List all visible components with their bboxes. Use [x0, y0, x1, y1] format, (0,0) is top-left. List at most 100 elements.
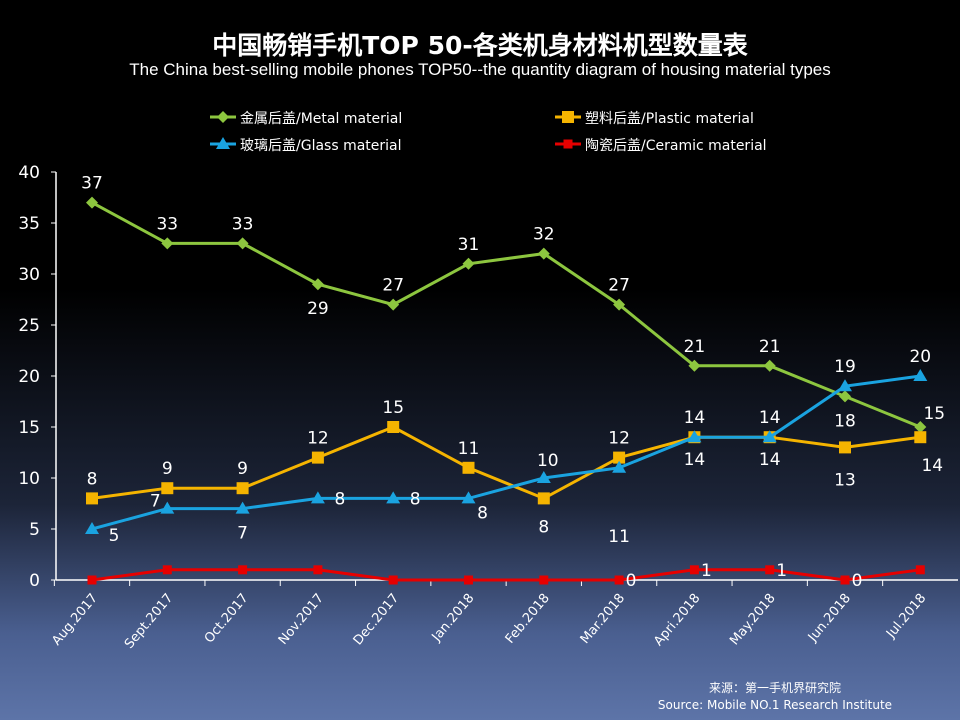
data-point [613, 451, 626, 464]
data-label: 7 [150, 492, 161, 512]
legend-label: 玻璃后盖/Glass material [240, 137, 402, 154]
data-point [310, 491, 325, 504]
data-point [539, 575, 549, 585]
y-tick-label: 0 [29, 571, 40, 591]
data-label: 15 [382, 398, 404, 418]
y-tick-label: 20 [18, 367, 40, 387]
data-label: 8 [410, 489, 421, 509]
x-tick-label: Nov.2017 [276, 591, 327, 648]
legend-marker [563, 139, 573, 149]
data-point [161, 482, 174, 495]
x-tick-label: Jan.2018 [429, 591, 478, 645]
legend-marker [217, 111, 229, 123]
data-label: 11 [608, 527, 630, 547]
data-point [612, 460, 627, 473]
data-label: 0 [852, 571, 863, 591]
data-point [236, 237, 249, 250]
data-label: 18 [834, 411, 856, 431]
data-label: 8 [477, 503, 488, 523]
data-label: 21 [684, 337, 706, 357]
data-label: 32 [533, 225, 555, 245]
data-point [311, 278, 324, 291]
data-point [461, 491, 476, 504]
data-label: 10 [537, 451, 559, 471]
data-point [687, 430, 702, 443]
data-point [914, 431, 927, 444]
x-tick-label: Jun.2018 [805, 591, 854, 645]
source-cn: 来源：第一手机界研究院 [708, 681, 841, 695]
data-point [839, 390, 851, 403]
data-point [313, 565, 323, 575]
data-point [464, 575, 473, 585]
x-tick-label: Sept.2017 [122, 591, 176, 652]
data-point [160, 501, 175, 514]
x-tick-label: Dec.2017 [351, 591, 403, 648]
x-tick-label: Mar.2018 [578, 591, 628, 647]
data-point [238, 565, 248, 575]
data-label: 12 [307, 429, 329, 449]
series-line [91, 201, 921, 429]
data-label: 8 [538, 517, 549, 537]
data-label: 20 [909, 347, 931, 367]
x-tick-label: Jul.2018 [883, 591, 929, 642]
data-point [915, 565, 925, 575]
x-tick-label: Aug.2017 [49, 591, 101, 649]
y-tick-label: 15 [18, 418, 40, 438]
legend-marker [216, 137, 230, 149]
data-point [913, 369, 928, 381]
data-label: 1 [776, 561, 787, 581]
data-point [914, 421, 927, 433]
x-tick-label: Feb.2018 [503, 591, 553, 647]
x-tick-label: Apri.2018 [651, 591, 703, 649]
data-point [387, 421, 400, 433]
data-label: 14 [921, 456, 943, 476]
data-point [839, 441, 851, 454]
data-point [85, 522, 99, 534]
data-label: 33 [156, 214, 178, 234]
x-tick-label: May.2018 [727, 591, 779, 648]
y-tick-label: 40 [18, 163, 40, 183]
data-point [537, 247, 550, 260]
data-point [462, 257, 475, 270]
data-label: 9 [237, 459, 248, 479]
data-label: 15 [923, 404, 945, 424]
data-point [162, 565, 172, 575]
data-label: 1 [701, 561, 712, 581]
data-point [86, 492, 98, 505]
data-label: 37 [81, 174, 103, 194]
data-label: 19 [834, 357, 856, 377]
data-point [762, 430, 777, 443]
data-label: 27 [608, 276, 630, 296]
data-label: 14 [684, 408, 706, 428]
data-point [840, 575, 850, 585]
data-point [86, 196, 98, 209]
data-label: 7 [237, 524, 248, 544]
data-label: 33 [232, 214, 254, 234]
data-point [689, 565, 699, 575]
data-point [765, 565, 775, 575]
legend-label: 金属后盖/Metal material [240, 111, 402, 127]
data-label: 0 [626, 571, 637, 591]
data-label: 14 [684, 450, 706, 470]
y-tick-label: 25 [18, 316, 40, 336]
data-point [462, 461, 475, 474]
data-point [235, 501, 250, 514]
chart-subtitle: The China best-selling mobile phones TOP… [129, 60, 831, 79]
data-point [613, 298, 626, 311]
y-tick-label: 30 [18, 265, 40, 285]
data-label: 13 [834, 470, 856, 490]
data-point [838, 379, 852, 392]
x-tick-label: Oct.2017 [202, 591, 252, 646]
data-label: 9 [162, 459, 173, 479]
data-point [161, 237, 174, 250]
data-label: 8 [334, 489, 345, 509]
y-tick-label: 5 [29, 520, 40, 540]
data-label: 31 [458, 235, 480, 255]
data-label: 27 [382, 276, 404, 296]
data-point [311, 451, 324, 464]
legend-label: 塑料后盖/Plastic material [585, 111, 754, 127]
data-label: 29 [307, 299, 329, 319]
series-line [91, 425, 921, 501]
data-label: 14 [759, 450, 781, 470]
